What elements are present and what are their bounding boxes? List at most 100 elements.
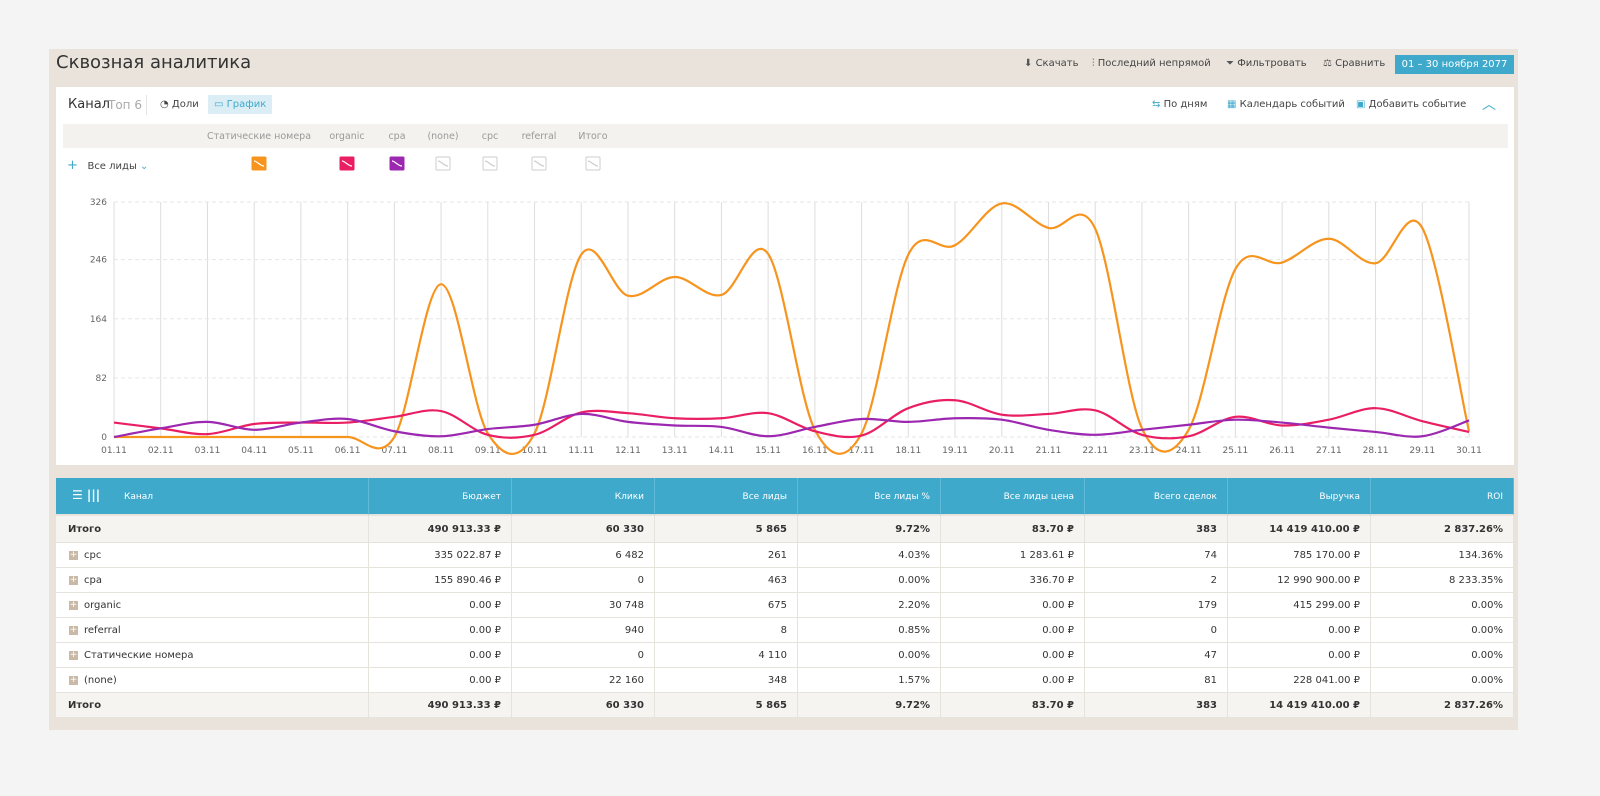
cell-text: 4 110 — [758, 650, 787, 661]
cell-text: 0.00% — [898, 650, 930, 661]
cell-text: 74 — [1204, 550, 1217, 561]
table-cell: Итого — [56, 693, 369, 718]
table-cell: 463 — [655, 568, 798, 593]
column-header[interactable]: ROI — [1371, 478, 1514, 515]
y-tick-label: 164 — [90, 315, 107, 325]
table-cell: 5 865 — [655, 693, 798, 718]
action-button[interactable]: ⫶ Последний непрямой — [1092, 58, 1211, 69]
legend-icon[interactable] — [389, 156, 405, 171]
legend-icon[interactable] — [585, 156, 601, 171]
label: Все лиды % — [874, 492, 930, 502]
cell-text: 348 — [767, 675, 787, 686]
top-label[interactable]: Топ 6 — [108, 98, 142, 112]
toolbar-button[interactable]: ⇆ По дням — [1152, 99, 1208, 110]
table-cell: 9.72% — [798, 693, 941, 718]
cell-text: 5 865 — [755, 524, 787, 535]
period-button[interactable]: 01 – 30 ноября 2077 — [1395, 55, 1514, 74]
legend-label: referral — [522, 131, 557, 142]
table-cell: 0 — [512, 568, 655, 593]
table-cell: 0.00 ₽ — [1228, 643, 1371, 668]
table-cell: 0.85% — [798, 618, 941, 643]
series-line — [113, 412, 1470, 439]
cell-text: 8 — [780, 625, 787, 636]
legend-icon[interactable] — [435, 156, 451, 171]
label: Клики — [614, 492, 644, 502]
cell-text: 0.00% — [1471, 675, 1503, 686]
cell-text: 8 233.35% — [1448, 575, 1503, 586]
cell-text: 0.00% — [1471, 625, 1503, 636]
table-cell: 2 837.26% — [1371, 516, 1514, 543]
view-button[interactable]: ◔ Доли — [160, 99, 199, 110]
cell-text: 940 — [624, 625, 644, 636]
table-cell: 1.57% — [798, 668, 941, 693]
table-cell: 383 — [1085, 516, 1228, 543]
cell-text: cpc — [84, 550, 102, 561]
table-cell: 179 — [1085, 593, 1228, 618]
y-tick-label: 82 — [96, 374, 107, 384]
table-cell: 335 022.87 ₽ — [369, 543, 512, 568]
table-cell: (none) + — [56, 668, 369, 693]
expand-icon[interactable]: + — [69, 550, 78, 560]
table-cell: 47 — [1085, 643, 1228, 668]
column-header[interactable]: Бюджет — [369, 478, 512, 515]
expand-icon[interactable]: + — [69, 600, 78, 610]
cell-text: 6 482 — [615, 550, 644, 561]
column-header[interactable]: Все лиды % — [798, 478, 941, 515]
cell-text: 0.00 ₽ — [469, 600, 501, 611]
action-button[interactable]: ⬇ Скачать — [1024, 58, 1079, 69]
table-cell: 0.00% — [1371, 618, 1514, 643]
table-cell: 9.72% — [798, 516, 941, 543]
column-header[interactable]: Все лиды цена — [941, 478, 1085, 515]
table-cell: 81 — [1085, 668, 1228, 693]
expand-icon[interactable]: + — [69, 625, 78, 635]
table-cell: 0.00 ₽ — [941, 618, 1085, 643]
cell-text: Итого — [68, 700, 102, 711]
table-cell: Статические номера + — [56, 643, 369, 668]
group-label: Канал — [68, 97, 110, 112]
cell-text: 415 299.00 ₽ — [1293, 600, 1360, 611]
table-cell: 14 419 410.00 ₽ — [1228, 516, 1371, 543]
table-cell: referral + — [56, 618, 369, 643]
expand-icon[interactable]: + — [69, 675, 78, 685]
x-tick-label: 09.11 — [475, 446, 501, 456]
action-button[interactable]: ⚖ Сравнить — [1323, 58, 1386, 69]
cell-text: 83.70 ₽ — [1031, 700, 1074, 711]
table-cell: 83.70 ₽ — [941, 516, 1085, 543]
expand-icon[interactable]: + — [69, 575, 78, 585]
table-cell: 228 041.00 ₽ — [1228, 668, 1371, 693]
column-header[interactable]: Все лиды — [655, 478, 798, 515]
cell-text: 0.00 ₽ — [469, 675, 501, 686]
column-header[interactable]: Клики — [512, 478, 655, 515]
y-tick-label: 246 — [90, 256, 107, 266]
legend-icon[interactable] — [531, 156, 547, 171]
collapse-button[interactable]: ︿ — [1482, 97, 1496, 113]
label: Всего сделок — [1153, 492, 1217, 502]
legend-icon[interactable] — [482, 156, 498, 171]
table-settings[interactable]: ☰ ||| — [72, 488, 101, 502]
legend-icon[interactable] — [339, 156, 355, 171]
column-header[interactable]: Канал — [56, 478, 369, 515]
label: Бюджет — [462, 492, 501, 502]
view-button[interactable]: ▭ График — [208, 95, 273, 114]
toolbar-button[interactable]: ▦ Календарь событий — [1227, 99, 1345, 110]
x-tick-label: 27.11 — [1316, 446, 1342, 456]
column-header[interactable]: Выручка — [1228, 478, 1371, 515]
cell-text: 0.85% — [898, 625, 930, 636]
expand-icon[interactable]: + — [69, 650, 78, 660]
toolbar-button[interactable]: ▣ Добавить событие — [1356, 99, 1467, 110]
cell-text: 179 — [1197, 600, 1217, 611]
cell-text: 0.00 ₽ — [1042, 675, 1074, 686]
cell-text: 30 748 — [609, 600, 644, 611]
x-tick-label: 08.11 — [428, 446, 454, 456]
table-cell: 0.00% — [798, 643, 941, 668]
x-tick-label: 22.11 — [1082, 446, 1108, 456]
cell-text: Итого — [68, 524, 102, 535]
table-cell: 6 482 — [512, 543, 655, 568]
column-header[interactable]: Всего сделок — [1085, 478, 1228, 515]
metric-select[interactable]: + Все лиды ⌄ — [67, 158, 149, 173]
legend-icon[interactable] — [251, 156, 267, 171]
table-cell: 490 913.33 ₽ — [369, 516, 512, 543]
action-button[interactable]: ⏷ Фильтровать — [1226, 58, 1307, 69]
table-cell: 74 — [1085, 543, 1228, 568]
